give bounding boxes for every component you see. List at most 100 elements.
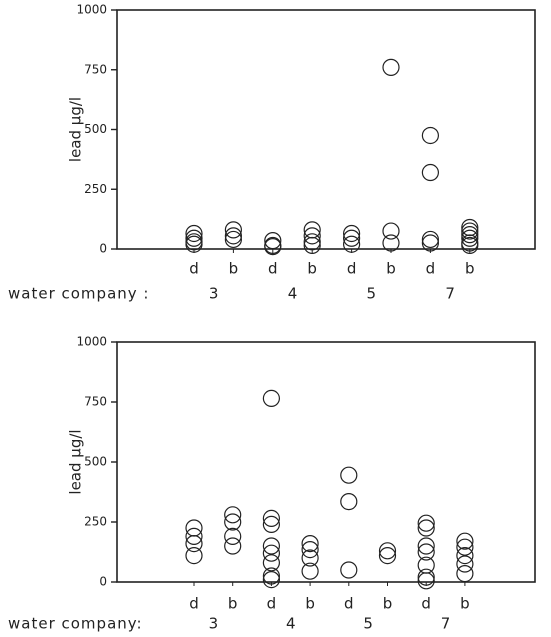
point	[262, 509, 280, 528]
x-tick-label: d	[189, 260, 199, 278]
point	[456, 546, 474, 565]
point	[264, 238, 282, 256]
point	[382, 234, 400, 252]
group-label: 5	[363, 615, 373, 633]
point	[224, 506, 242, 524]
point	[343, 229, 361, 247]
x-tick-label: b	[307, 260, 317, 278]
point	[340, 561, 358, 579]
y-tick-label: 1000	[76, 335, 107, 349]
y-tick-label: 0	[99, 575, 107, 589]
point	[262, 515, 280, 534]
x-axis-label: water company :	[8, 285, 149, 303]
point	[264, 232, 282, 250]
point	[303, 236, 321, 255]
point	[301, 562, 319, 580]
group-label: 7	[441, 615, 451, 633]
point	[301, 540, 319, 559]
point	[378, 542, 397, 560]
point	[461, 226, 479, 244]
x-tick-label: b	[460, 595, 470, 613]
point	[456, 538, 474, 556]
y-axis-label: lead μg/l	[67, 97, 85, 162]
point	[417, 572, 435, 590]
point	[224, 513, 242, 531]
point	[224, 221, 242, 239]
point	[185, 235, 203, 253]
point	[224, 527, 242, 546]
point	[262, 570, 280, 589]
y-tick-label: 750	[84, 395, 107, 409]
x-tick-label: b	[229, 260, 239, 278]
x-tick-label: d	[268, 260, 278, 278]
point	[417, 543, 435, 561]
y-tick-label: 500	[84, 455, 107, 469]
point	[224, 537, 242, 555]
point	[456, 564, 474, 583]
group-label: 4	[288, 285, 298, 303]
point	[262, 389, 280, 407]
y-tick-label: 250	[84, 182, 107, 196]
group-label: 3	[209, 285, 219, 303]
point	[461, 229, 479, 247]
point	[185, 224, 203, 243]
y-tick-label: 0	[99, 242, 107, 256]
x-tick-label: d	[189, 595, 199, 613]
y-tick-label: 500	[84, 122, 107, 136]
point	[456, 555, 474, 573]
point	[417, 568, 435, 586]
point	[262, 544, 280, 562]
y-tick-label: 250	[84, 515, 107, 529]
point	[421, 230, 439, 249]
x-tick-label: d	[267, 595, 277, 613]
point	[378, 546, 397, 565]
group-label: 4	[286, 615, 296, 633]
x-tick-label: d	[347, 260, 357, 278]
x-axis-label: water company:	[8, 615, 143, 633]
group-label: 7	[445, 285, 455, 303]
x-tick-label: b	[465, 260, 475, 278]
x-tick-label: d	[344, 595, 354, 613]
point	[340, 493, 358, 511]
point	[303, 227, 321, 245]
point	[456, 532, 474, 550]
group-label: 5	[367, 285, 377, 303]
plot-frame	[116, 9, 536, 250]
point	[343, 235, 361, 253]
point	[421, 126, 439, 145]
x-tick-label: b	[383, 595, 393, 613]
point	[417, 519, 435, 537]
point	[417, 537, 435, 555]
point	[301, 534, 319, 553]
x-tick-label: d	[421, 595, 431, 613]
point	[224, 230, 242, 249]
point	[382, 222, 400, 240]
point	[417, 514, 435, 532]
point	[185, 546, 203, 565]
x-tick-label: b	[228, 595, 238, 613]
x-tick-label: b	[305, 595, 315, 613]
point	[301, 549, 319, 567]
point	[461, 222, 479, 240]
y-tick-label: 1000	[76, 3, 107, 17]
point	[185, 534, 203, 553]
point	[340, 466, 358, 484]
group-label: 3	[209, 615, 219, 633]
point	[343, 224, 361, 243]
point	[185, 527, 203, 546]
point	[303, 233, 321, 251]
point	[262, 537, 280, 555]
point	[461, 236, 479, 255]
point	[262, 567, 280, 585]
y-tick-label: 750	[84, 62, 107, 76]
point	[224, 227, 242, 245]
point	[421, 163, 439, 182]
point	[262, 554, 280, 572]
x-tick-label: b	[386, 260, 396, 278]
point	[421, 234, 439, 252]
x-tick-label: d	[426, 260, 436, 278]
point	[185, 229, 203, 247]
point	[382, 58, 400, 76]
y-axis-label: lead μg/l	[67, 429, 85, 494]
